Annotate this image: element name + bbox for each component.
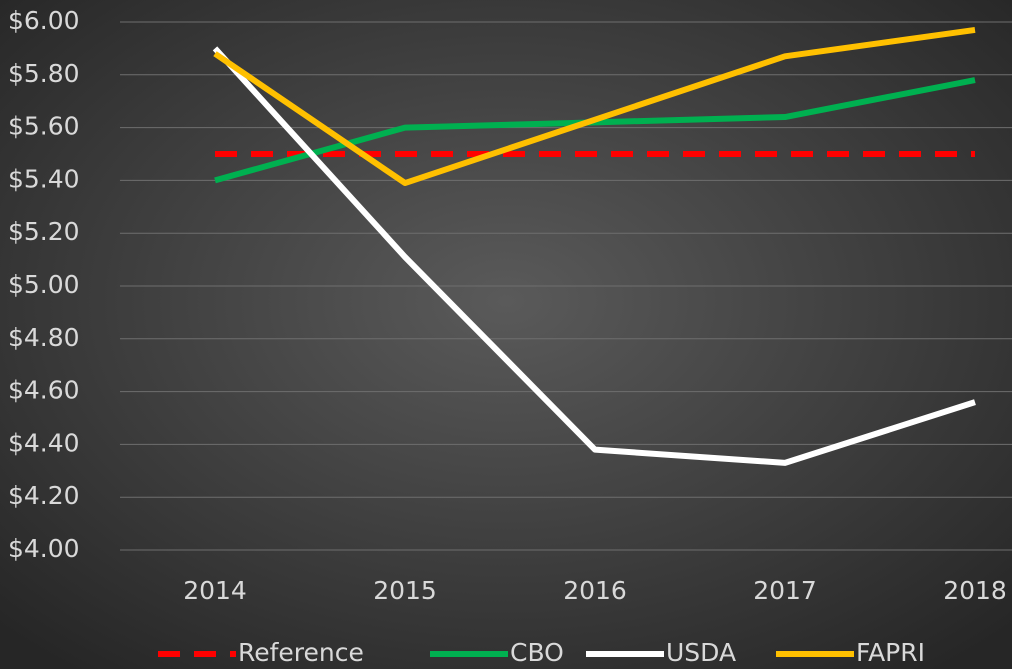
y-tick-label: $5.40 — [8, 164, 80, 193]
x-tick-label: 2014 — [183, 576, 247, 605]
y-tick-label: $4.20 — [8, 481, 80, 510]
legend-label: USDA — [666, 638, 736, 667]
x-tick-label: 2018 — [943, 576, 1007, 605]
y-tick-label: $5.00 — [8, 270, 80, 299]
x-tick-label: 2015 — [373, 576, 437, 605]
legend-label: Reference — [238, 638, 364, 667]
y-tick-label: $5.80 — [8, 59, 80, 88]
legend-label: FAPRI — [856, 638, 925, 667]
y-tick-label: $6.00 — [8, 6, 80, 35]
x-tick-label: 2017 — [753, 576, 817, 605]
y-tick-label: $5.20 — [8, 217, 80, 246]
y-tick-label: $5.60 — [8, 112, 80, 141]
y-tick-label: $4.00 — [8, 534, 80, 563]
series-line — [212, 46, 976, 466]
x-tick-label: 2016 — [563, 576, 627, 605]
y-tick-label: $4.60 — [8, 376, 80, 405]
y-tick-label: $4.80 — [8, 323, 80, 352]
y-tick-label: $4.40 — [8, 428, 80, 457]
legend-label: CBO — [510, 638, 564, 667]
series-line — [213, 26, 976, 187]
